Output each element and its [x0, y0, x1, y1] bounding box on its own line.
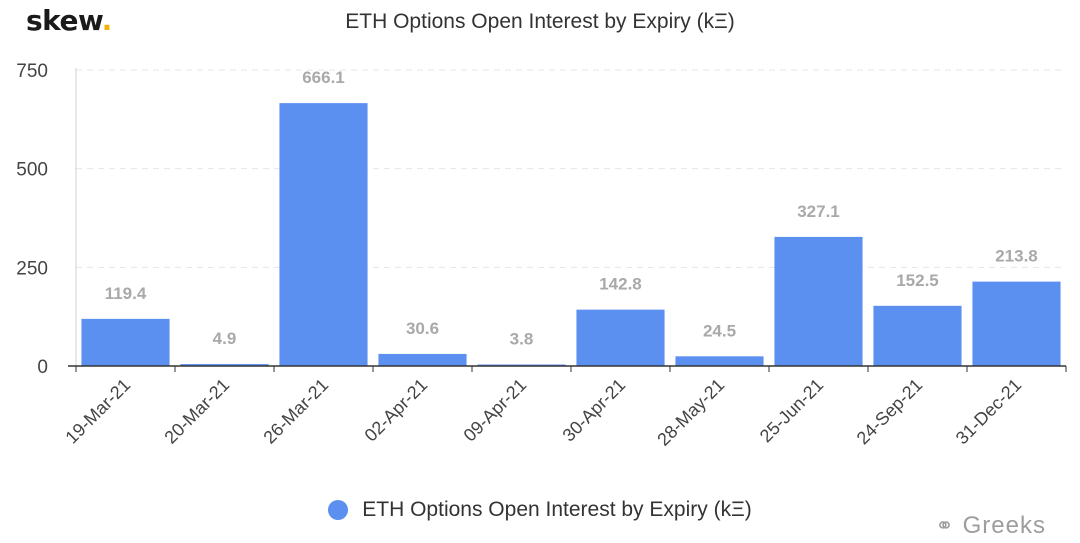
- x-tick-label: 30-Apr-21: [559, 375, 630, 446]
- bar: [279, 103, 368, 366]
- data-label: 213.8: [995, 247, 1038, 266]
- x-tick-label: 20-Mar-21: [160, 375, 233, 448]
- x-tick-label: 24-Sep-21: [853, 375, 927, 449]
- bar: [576, 309, 665, 366]
- y-tick-label: 0: [37, 357, 48, 378]
- chart-title: ETH Options Open Interest by Expiry (kΞ): [345, 10, 735, 33]
- bar: [873, 305, 962, 366]
- x-tick-label: 09-Apr-21: [460, 375, 531, 446]
- bar: [972, 281, 1061, 366]
- data-label: 327.1: [797, 202, 840, 221]
- bar: [675, 356, 764, 366]
- data-label: 666.1: [302, 68, 345, 87]
- skew-logo: skew.: [26, 4, 112, 37]
- x-tick-label: 28-May-21: [653, 375, 728, 450]
- x-tick-label: 25-Jun-21: [756, 375, 827, 446]
- data-label: 3.8: [510, 330, 534, 349]
- greeks-watermark: ⚭ Greeks: [935, 512, 1046, 540]
- legend-swatch: [328, 500, 349, 520]
- bar: [378, 353, 467, 366]
- x-tick-label: 31-Dec-21: [952, 375, 1026, 449]
- data-label: 142.8: [599, 275, 642, 294]
- bar: [774, 236, 863, 366]
- data-label: 152.5: [896, 271, 939, 290]
- bar: [81, 318, 170, 366]
- brand-name: skew: [26, 4, 102, 37]
- y-tick-label: 750: [16, 61, 48, 82]
- wechat-icon: ⚭: [935, 513, 955, 538]
- data-label: 30.6: [406, 319, 439, 338]
- legend-label: ETH Options Open Interest by Expiry (kΞ): [362, 498, 752, 521]
- y-tick-label: 250: [16, 258, 48, 279]
- x-tick-label: 19-Mar-21: [61, 375, 134, 448]
- brand-dot: .: [101, 4, 113, 37]
- watermark-text: Greeks: [962, 512, 1046, 539]
- data-label: 4.9: [213, 329, 237, 348]
- chart-legend[interactable]: ETH Options Open Interest by Expiry (kΞ): [0, 498, 1080, 522]
- x-tick-label: 02-Apr-21: [361, 375, 432, 446]
- bar: [180, 364, 269, 366]
- y-tick-label: 500: [16, 160, 48, 181]
- data-label: 119.4: [105, 284, 147, 303]
- data-label: 24.5: [703, 321, 736, 340]
- bar-chart: 0 250 500 750 119.4 19-Mar-21 4.9 20-Mar-21 666.…: [16, 61, 1067, 450]
- x-tick-label: 26-Mar-21: [259, 375, 332, 448]
